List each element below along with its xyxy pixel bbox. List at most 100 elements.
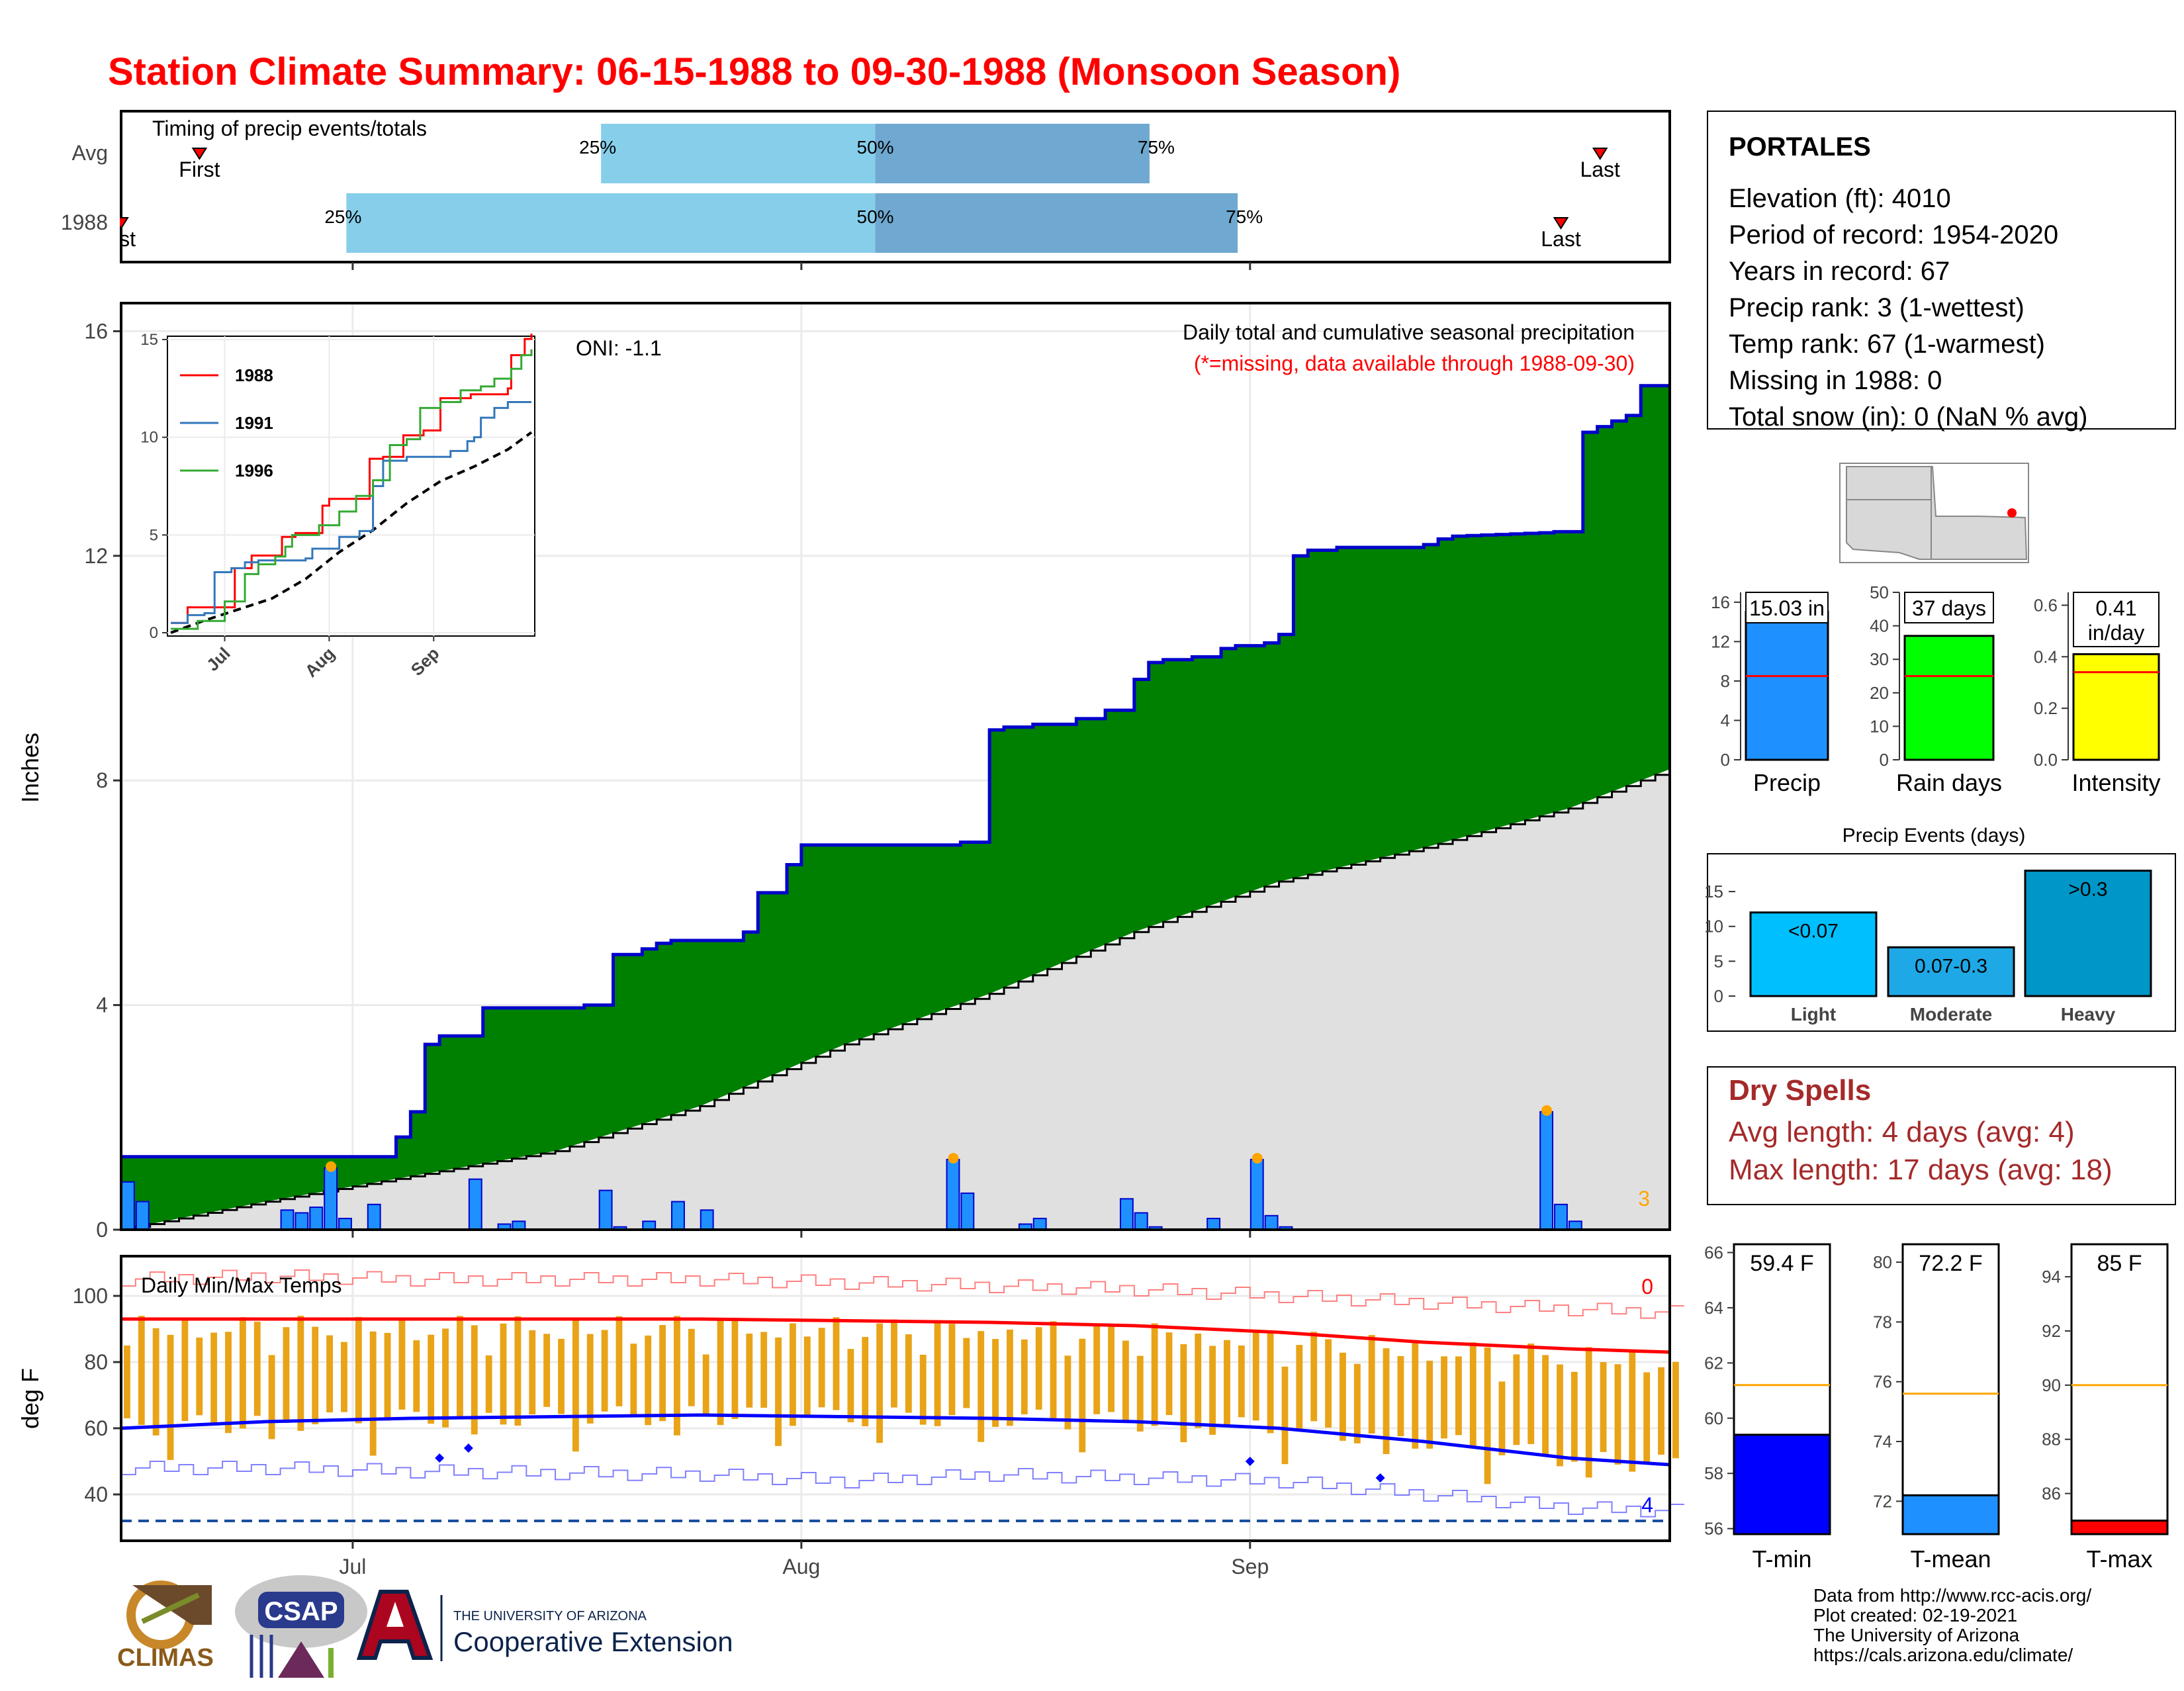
temp-summary-tick-label: 56 xyxy=(1704,1519,1723,1539)
daily-temp-bar xyxy=(760,1332,768,1408)
daily-temp-bar xyxy=(1195,1333,1202,1428)
daily-precip-bar xyxy=(1539,1111,1554,1231)
daily-temp-bar xyxy=(1165,1332,1173,1416)
last-label: Last xyxy=(1580,158,1620,181)
cumulative-1988-area xyxy=(121,385,1670,1230)
temp-summary-value: 72.2 F xyxy=(1919,1251,1982,1276)
svg-text:THE UNIVERSITY OF ARIZONA: THE UNIVERSITY OF ARIZONA xyxy=(453,1609,647,1623)
daily-precip-bar xyxy=(121,1181,135,1230)
daily-temp-bar xyxy=(775,1337,782,1446)
daily-temp-bar xyxy=(1672,1361,1679,1459)
daily-temp-bar xyxy=(514,1316,522,1426)
events-bar-label: <0.07 xyxy=(1788,921,1839,942)
daily-temp-bar xyxy=(1426,1360,1433,1449)
daily-temp-bar xyxy=(1570,1371,1578,1462)
daily-temp-bar xyxy=(181,1320,189,1421)
daily-temp-bar xyxy=(1122,1340,1129,1423)
daily-precip-bar xyxy=(309,1207,324,1230)
x-tick-label: Jul xyxy=(339,1555,366,1578)
events-y-tick-label: 10 xyxy=(1704,917,1723,937)
daily-precip-bar xyxy=(700,1209,714,1230)
temp-summary-tick-label: 78 xyxy=(1873,1312,1892,1332)
daily-temp-bar xyxy=(876,1323,884,1443)
record-max-line xyxy=(121,1269,1684,1319)
daily-precip-bar xyxy=(324,1167,338,1230)
timing-q50-q75 xyxy=(875,124,1150,183)
inset-legend-label: 1996 xyxy=(235,461,273,480)
svg-text:CSAP: CSAP xyxy=(264,1597,338,1626)
summary-bar-precip xyxy=(1745,610,1829,761)
summary-y-tick-label: 8 xyxy=(1721,671,1730,691)
temp-summary-tick-label: 60 xyxy=(1704,1408,1723,1428)
x-tick-label: Aug xyxy=(782,1555,820,1578)
daily-precip-bar xyxy=(671,1201,685,1231)
summary-label-box xyxy=(1904,592,1994,623)
daily-temp-bar xyxy=(1658,1367,1664,1455)
daily-temp-bar xyxy=(891,1319,897,1408)
daily-temp-bar xyxy=(543,1334,551,1407)
y-tick-label: 4 xyxy=(96,993,108,1017)
footer-credits: Data from http://www.rcc-acis.org/Plot c… xyxy=(1813,1585,2091,1665)
daily-temp-bar xyxy=(384,1332,391,1421)
daily-temp-bar xyxy=(138,1316,145,1425)
temp-summary-bars: 56 58 60 62 64 66 59.4 F T-min 72 74 76 78 80 72.2 F T… xyxy=(1704,1243,2169,1573)
daily-temp-bar xyxy=(1079,1338,1086,1453)
page-title: Station Climate Summary: 06-15-1988 to 0… xyxy=(108,50,1400,93)
daily-temp-bar xyxy=(124,1346,130,1418)
daily-precip-bar xyxy=(135,1201,150,1231)
daily-temp-bar xyxy=(1007,1329,1013,1426)
daily-temp-bar xyxy=(789,1323,796,1426)
station-name: PORTALES xyxy=(1729,132,1871,161)
daily-temp-bar xyxy=(1035,1327,1042,1410)
daily-temp-bar xyxy=(500,1323,507,1425)
svg-text:Cooperative Extension: Cooperative Extension xyxy=(453,1626,733,1657)
daily-temp-bar xyxy=(833,1317,840,1410)
y-tick-label: 16 xyxy=(84,319,108,343)
daily-temp-bar xyxy=(992,1339,999,1427)
dry-max: Max length: 17 days (avg: 18) xyxy=(1729,1154,2113,1186)
footer-line: Plot created: 02-19-2021 xyxy=(1813,1605,2017,1625)
temp-summary-tick-label: 90 xyxy=(2042,1375,2061,1395)
timing-q25-q50 xyxy=(601,124,876,183)
daily-temp-bar xyxy=(688,1328,695,1406)
events-category-name: Light xyxy=(1791,1004,1836,1025)
daily-temp-bar xyxy=(413,1340,420,1412)
last-event-marker xyxy=(1592,148,1608,160)
temp-summary-name: T-max xyxy=(2086,1545,2152,1573)
daily-temp-bar xyxy=(702,1354,709,1417)
daily-temp-bar xyxy=(847,1349,854,1422)
record-marker xyxy=(1541,1105,1553,1116)
daily-temp-bar xyxy=(152,1328,159,1436)
inset-series-1996 xyxy=(171,349,533,630)
daily-temp-bar xyxy=(283,1327,290,1423)
summary-value-label: 37 days xyxy=(1912,596,1986,620)
timing-row-label: Avg xyxy=(71,141,108,165)
temp-panel: 40 60 80 100 Daily Min/Max Temps 0 4 deg F xyxy=(17,1255,1684,1542)
daily-temp-bar xyxy=(1498,1381,1506,1455)
events-bar-light xyxy=(1749,911,1878,997)
location-map xyxy=(1839,463,2029,563)
record-low-marker xyxy=(435,1453,445,1463)
temp-y-tick-label: 100 xyxy=(73,1284,108,1308)
summary-y-tick-label: 16 xyxy=(1711,592,1730,612)
daily-temp-bar xyxy=(586,1334,594,1424)
temp-y-tick-label: 60 xyxy=(84,1416,108,1440)
daily-precip-bar xyxy=(295,1212,309,1230)
daily-temp-bar xyxy=(297,1316,304,1431)
oni-label: ONI: -1.1 xyxy=(576,336,662,360)
daily-precip-bar xyxy=(1264,1214,1279,1230)
daily-temp-bar xyxy=(442,1328,449,1428)
summary-bar-rain-days xyxy=(1903,635,1995,761)
daily-temp-bar xyxy=(1296,1345,1303,1430)
daily-temp-bar xyxy=(645,1335,652,1426)
station-line: Period of record: 1954-2020 xyxy=(1729,220,2058,250)
daily-temp-bar xyxy=(1368,1335,1375,1434)
temp-summary-name: T-mean xyxy=(1910,1545,1991,1573)
y-tick-label: 12 xyxy=(84,544,108,568)
daily-temp-bar xyxy=(1455,1356,1462,1436)
temp-y-tick-label: 80 xyxy=(84,1350,108,1374)
daily-temp-bar xyxy=(558,1338,565,1414)
